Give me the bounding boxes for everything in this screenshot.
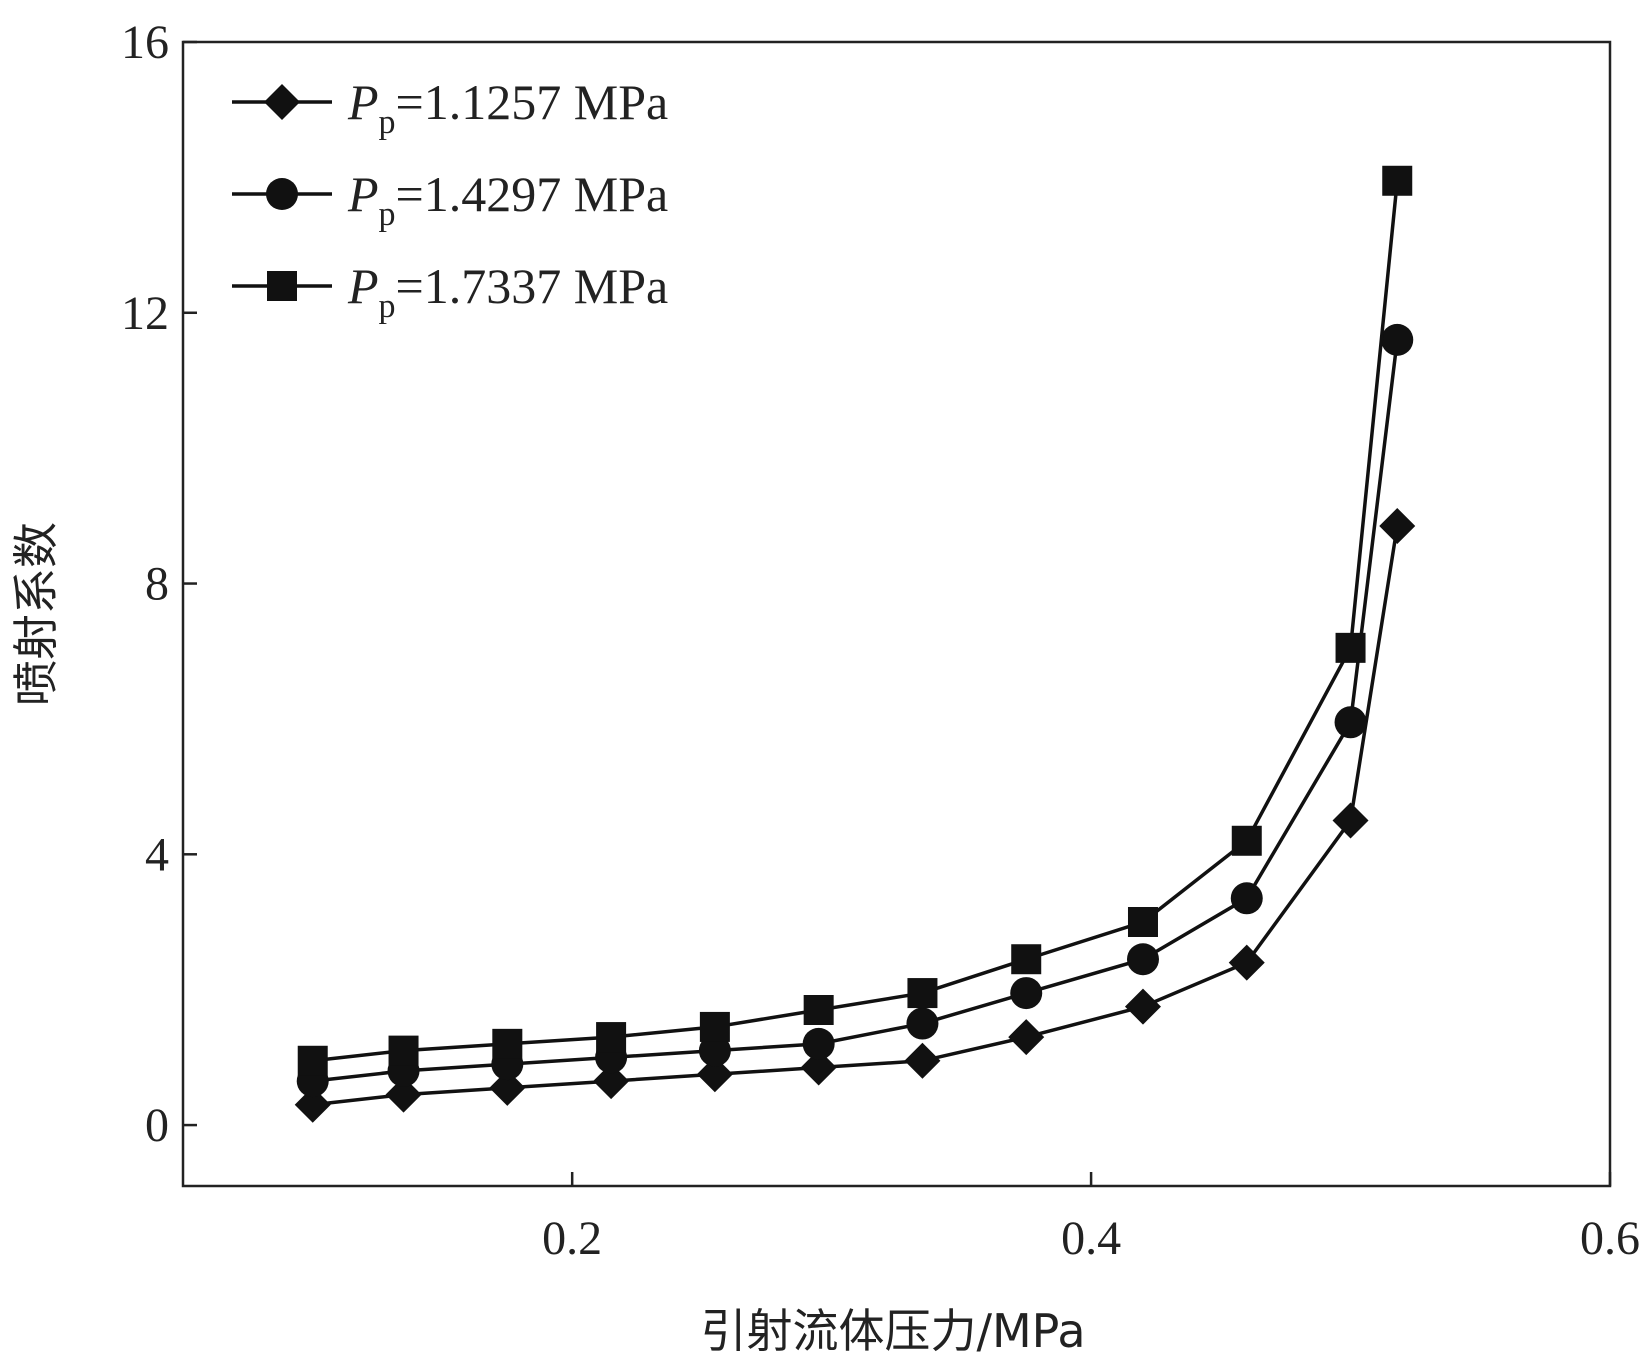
- x-tick-label: 0.4: [1061, 1212, 1121, 1265]
- series-square: [297, 165, 1413, 1076]
- y-tick-label: 16: [121, 16, 169, 69]
- data-point: [1228, 944, 1265, 981]
- data-point: [1335, 632, 1366, 663]
- data-point: [1008, 1019, 1045, 1056]
- data-point: [388, 1035, 419, 1066]
- data-point: [698, 1034, 731, 1067]
- x-tick-label: 0.6: [1580, 1212, 1640, 1265]
- legend-marker: [264, 84, 300, 120]
- data-point: [385, 1076, 422, 1113]
- y-axis-title: 喷射系数: [9, 522, 63, 706]
- data-point: [1126, 943, 1159, 976]
- x-axis-title: 引射流体压力/MPa: [700, 1304, 1085, 1358]
- data-point: [699, 1011, 730, 1042]
- data-point: [1382, 165, 1413, 196]
- legend: Pp=1.1257 MPa Pp=1.4297 MPa Pp=1.7337 MPa: [232, 74, 668, 325]
- data-point: [1381, 323, 1414, 356]
- data-point: [696, 1056, 733, 1093]
- data-point: [1231, 825, 1262, 856]
- series-circle: [296, 323, 1414, 1098]
- legend-marker: [267, 271, 297, 301]
- y-tick-label: 4: [145, 828, 169, 881]
- legend-marker: [266, 178, 298, 210]
- data-point: [1011, 944, 1042, 975]
- data-point: [1332, 802, 1369, 839]
- data-point: [803, 995, 834, 1025]
- data-point: [906, 1007, 939, 1040]
- y-tick-label: 0: [145, 1099, 169, 1152]
- data-point: [1010, 977, 1043, 1010]
- legend-label: Pp=1.4297 MPa: [347, 166, 668, 233]
- legend-entry: Pp=1.1257 MPa: [232, 74, 668, 141]
- data-point: [802, 1027, 835, 1060]
- data-point: [1127, 907, 1158, 937]
- series-line: [312, 525, 1399, 1107]
- data-point: [1379, 508, 1416, 544]
- data-point: [1230, 882, 1263, 915]
- data-point: [294, 1086, 331, 1123]
- data-point: [1334, 706, 1367, 739]
- x-tick-label: 0.2: [542, 1212, 602, 1265]
- series-diamond: [294, 508, 1416, 1123]
- legend-label: Pp=1.7337 MPa: [347, 258, 668, 325]
- data-point: [593, 1063, 630, 1100]
- plot-frame: [181, 40, 1612, 1188]
- data-point: [489, 1069, 526, 1106]
- data-point: [904, 1042, 941, 1079]
- ticks-layer: 0 4 8 12 16 0.2 0.4 0.6: [121, 16, 1640, 1265]
- data-point: [596, 1022, 627, 1053]
- data-point: [492, 1028, 523, 1059]
- data-point: [1124, 988, 1161, 1025]
- y-tick-label: 12: [121, 287, 169, 340]
- legend-label: Pp=1.1257 MPa: [347, 74, 668, 141]
- data-point: [907, 978, 938, 1009]
- legend-entry: Pp=1.7337 MPa: [232, 258, 668, 325]
- legend-entry: Pp=1.4297 MPa: [232, 166, 668, 233]
- data-point: [800, 1049, 837, 1086]
- series-line: [312, 180, 1399, 1063]
- series-line: [312, 339, 1399, 1083]
- data-point: [297, 1045, 328, 1076]
- series-layer: [294, 165, 1416, 1123]
- y-tick-label: 8: [145, 558, 169, 611]
